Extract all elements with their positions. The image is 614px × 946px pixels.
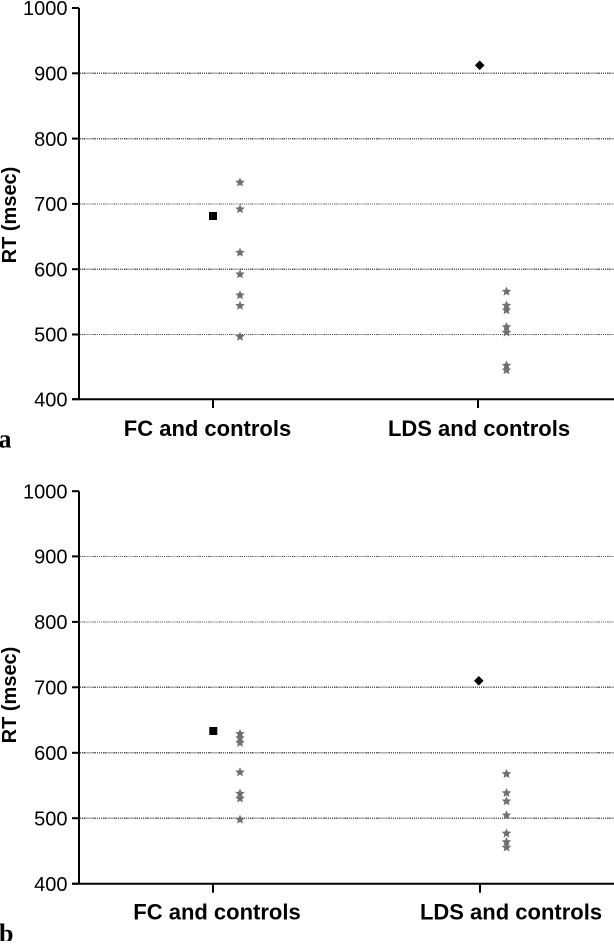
svg-text:600: 600 bbox=[34, 743, 67, 765]
svg-text:FC and controls: FC and controls bbox=[133, 900, 300, 925]
svg-text:900: 900 bbox=[34, 64, 67, 86]
svg-text:FC and controls: FC and controls bbox=[124, 416, 291, 441]
svg-text:800: 800 bbox=[34, 129, 67, 151]
svg-text:700: 700 bbox=[34, 194, 67, 216]
svg-text:1000: 1000 bbox=[23, 0, 68, 20]
svg-text:600: 600 bbox=[34, 259, 67, 281]
svg-text:LDS and controls: LDS and controls bbox=[420, 900, 602, 925]
svg-text:a: a bbox=[0, 424, 12, 453]
svg-text:1000: 1000 bbox=[23, 481, 68, 503]
svg-text:RT (msec): RT (msec) bbox=[0, 167, 21, 264]
svg-text:RT (msec): RT (msec) bbox=[0, 647, 21, 744]
svg-text:400: 400 bbox=[34, 389, 67, 411]
svg-text:500: 500 bbox=[34, 808, 67, 830]
svg-text:900: 900 bbox=[34, 547, 67, 569]
svg-text:700: 700 bbox=[34, 678, 67, 700]
svg-text:800: 800 bbox=[34, 612, 67, 634]
svg-text:400: 400 bbox=[34, 874, 67, 896]
svg-text:500: 500 bbox=[34, 325, 67, 347]
svg-text:b: b bbox=[0, 919, 13, 941]
svg-text:LDS and controls: LDS and controls bbox=[388, 416, 570, 441]
